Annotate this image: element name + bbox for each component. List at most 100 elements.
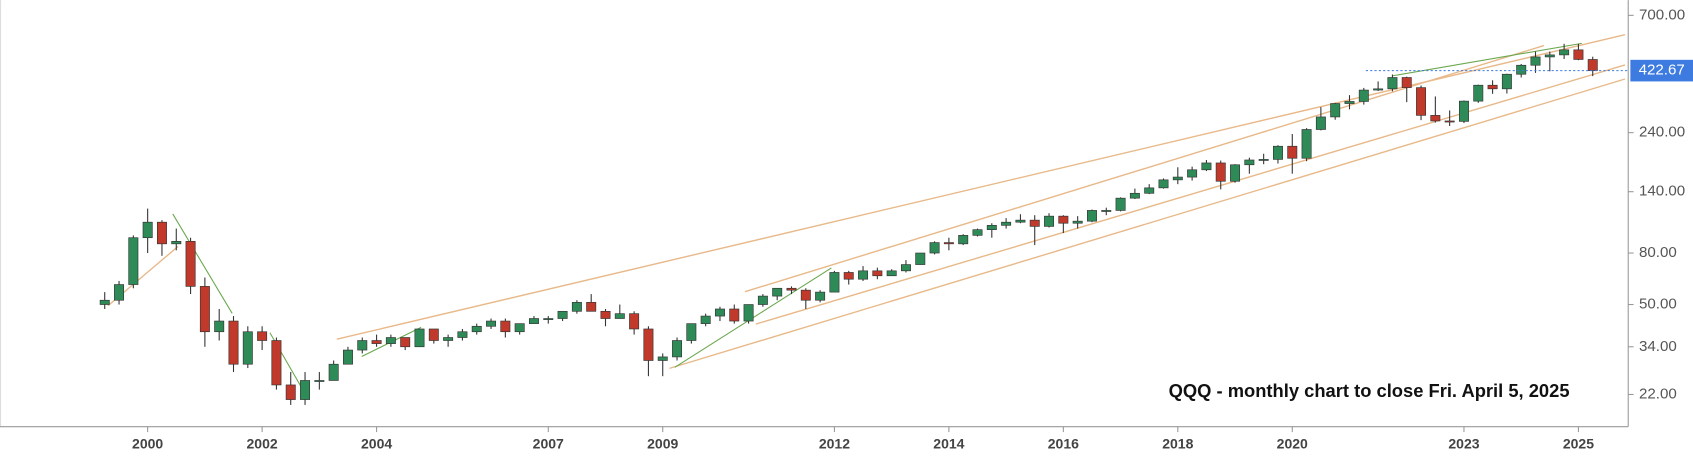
- candle-body: [643, 328, 654, 361]
- x-tick-label: 2014: [933, 436, 964, 452]
- candle-body: [1458, 100, 1469, 122]
- candle-body: [829, 272, 840, 293]
- x-tick-label: 2012: [819, 436, 850, 452]
- candle-body: [729, 308, 740, 322]
- candle-body: [1387, 77, 1398, 90]
- candle-body: [1287, 145, 1298, 159]
- x-tick-label: 2020: [1277, 436, 1308, 452]
- candle-body: [1573, 49, 1584, 60]
- candle-body: [1473, 84, 1484, 102]
- candle-body: [1416, 87, 1427, 116]
- candle-body: [1401, 77, 1412, 88]
- x-tick-label: 2025: [1563, 436, 1594, 452]
- candle-body: [528, 318, 539, 324]
- candle-body: [886, 270, 897, 277]
- candle-body: [1072, 220, 1083, 224]
- candle-body: [815, 291, 826, 301]
- candle-body: [943, 242, 954, 245]
- candle-body: [958, 235, 969, 245]
- candle-body: [972, 229, 983, 236]
- candle-body: [185, 241, 196, 287]
- candle-body: [1058, 215, 1069, 224]
- candle-body: [1158, 179, 1169, 189]
- y-tick-label: 140.00: [1639, 183, 1685, 200]
- candle-body: [1358, 89, 1369, 102]
- candle-body: [1516, 64, 1527, 75]
- candle-body: [1272, 145, 1283, 160]
- y-tick-label: 22.00: [1639, 385, 1677, 402]
- candle-body: [1444, 120, 1455, 123]
- candle-body: [300, 380, 311, 400]
- candle-body: [1430, 115, 1441, 122]
- candle-body: [772, 287, 783, 297]
- candle-body: [1144, 187, 1155, 194]
- candle-body: [700, 315, 711, 324]
- candle-body: [929, 242, 940, 254]
- candle-body: [543, 318, 554, 320]
- candle-body: [1201, 162, 1212, 171]
- candle-body: [156, 221, 167, 245]
- candle-body: [571, 302, 582, 312]
- y-tick-label: 80.00: [1639, 244, 1677, 261]
- candle-body: [743, 304, 754, 322]
- annotation: QQQ - monthly chart to close Fri. April …: [1169, 380, 1570, 401]
- candle-body: [1315, 116, 1326, 130]
- y-tick-label: 50.00: [1639, 296, 1677, 313]
- y-tick-label: 700.00: [1639, 6, 1685, 23]
- candle-body: [385, 337, 396, 344]
- candle-body: [171, 241, 182, 245]
- candle-body: [1344, 101, 1355, 104]
- candle-body: [443, 337, 454, 341]
- candle-body: [1015, 219, 1026, 223]
- candle-body: [1330, 103, 1341, 118]
- candle-body: [900, 264, 911, 272]
- candle-body: [214, 320, 225, 333]
- candle-body: [714, 308, 725, 317]
- candle-body: [199, 286, 210, 333]
- candle-body: [843, 272, 854, 280]
- candle-body: [342, 349, 353, 365]
- candle-body: [657, 356, 668, 361]
- candle-body: [672, 340, 683, 358]
- candle-body: [586, 302, 597, 312]
- candle-body: [457, 331, 468, 338]
- x-tick-label: 2004: [361, 436, 392, 452]
- candle-body: [285, 384, 296, 400]
- candle-body: [1587, 59, 1598, 71]
- x-tick-label: 2000: [132, 436, 163, 452]
- candle-body: [428, 328, 439, 341]
- candle-body: [1530, 56, 1541, 66]
- candle-body: [128, 237, 139, 285]
- candle-body: [1044, 215, 1055, 227]
- candle-body: [99, 299, 110, 305]
- candle-body: [1215, 162, 1226, 182]
- candle-body: [614, 313, 625, 319]
- candle-body: [1244, 159, 1255, 166]
- candle-body: [414, 328, 425, 348]
- candle-body: [1029, 219, 1040, 227]
- candle-body: [1230, 164, 1241, 182]
- candle-body: [500, 320, 511, 333]
- candle-body: [1258, 159, 1269, 161]
- candle-body: [514, 323, 525, 333]
- candle-body: [1544, 54, 1555, 58]
- x-tick-label: 2023: [1448, 436, 1479, 452]
- candle-body: [1559, 49, 1570, 56]
- candle-body: [1373, 88, 1384, 91]
- candle-body: [872, 270, 883, 277]
- candle-body: [228, 320, 239, 365]
- y-tick-label: 34.00: [1639, 338, 1677, 355]
- candle-body: [800, 289, 811, 301]
- candle-body: [1172, 176, 1183, 181]
- candle-body: [858, 270, 869, 280]
- candle-body: [986, 225, 997, 230]
- candle-body: [629, 313, 640, 330]
- candle-body: [486, 320, 497, 327]
- x-tick-label: 2018: [1162, 436, 1193, 452]
- trend-line: [669, 78, 1626, 370]
- candle-body: [1501, 73, 1512, 90]
- candle-body: [328, 363, 339, 381]
